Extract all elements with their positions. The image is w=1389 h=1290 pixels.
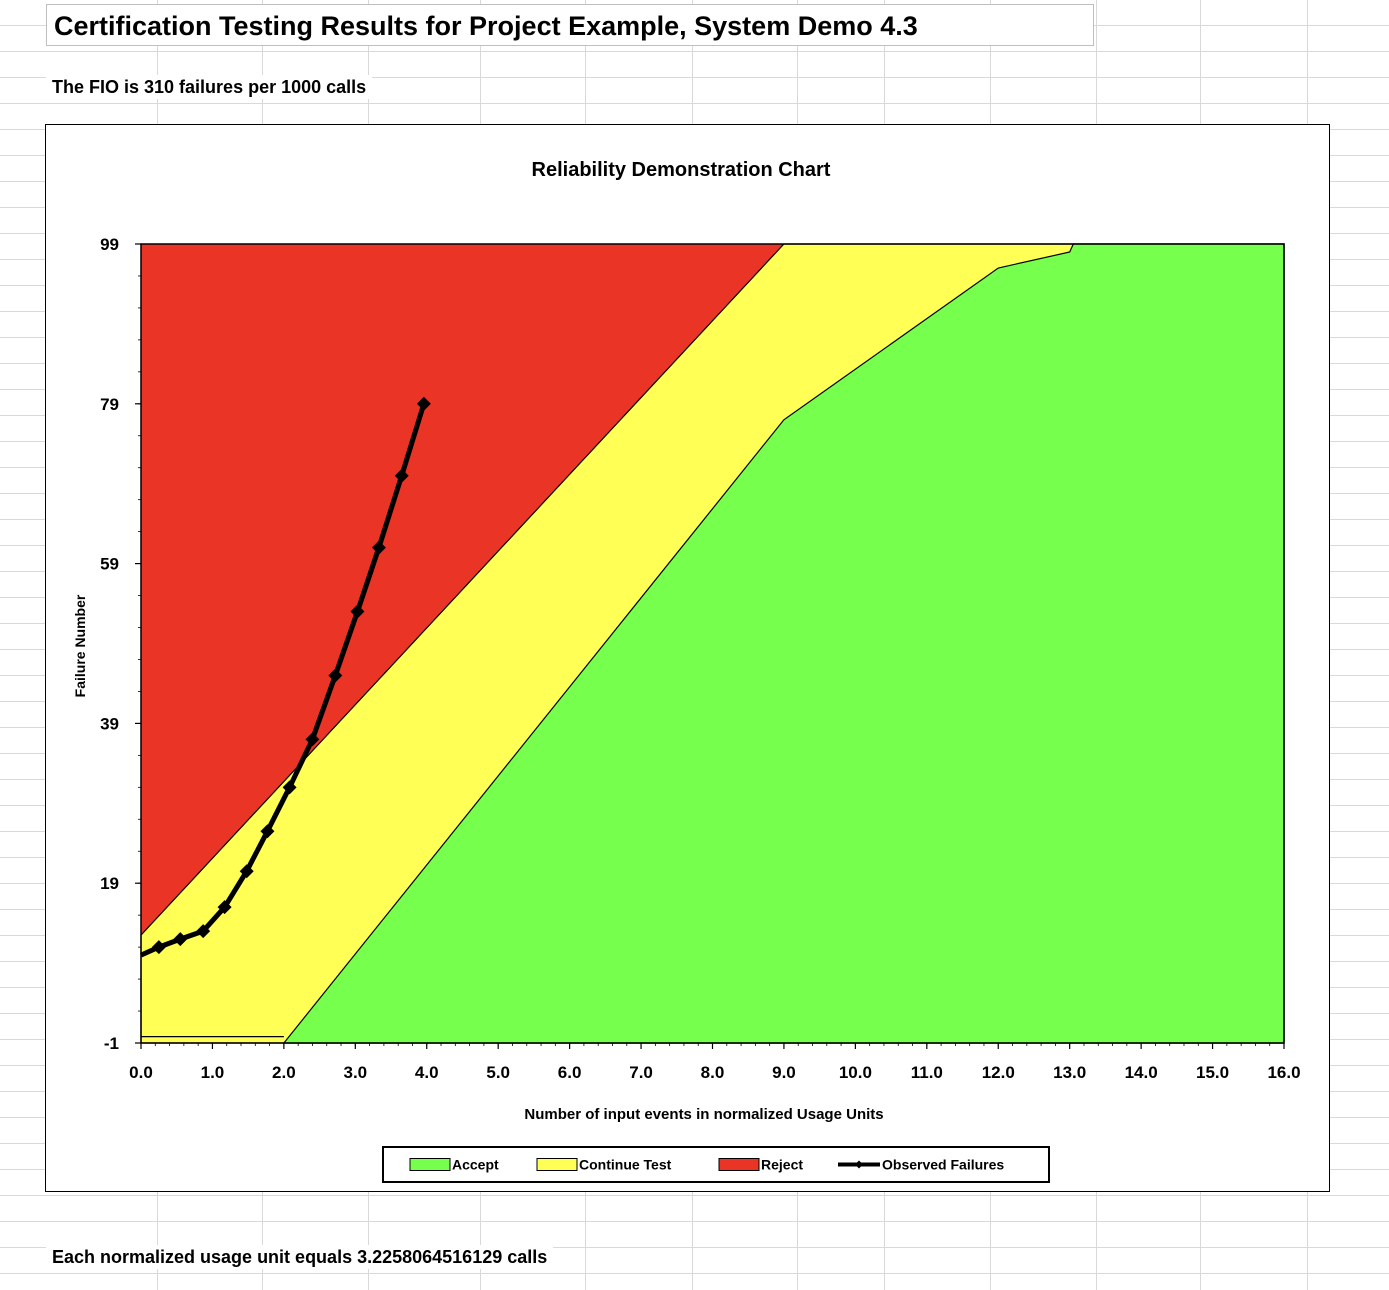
y-axis-label: Failure Number [72, 594, 88, 697]
sheet-title: Certification Testing Results for Projec… [46, 4, 1094, 46]
legend-box [382, 1146, 1050, 1183]
y-tick-label: 39 [100, 714, 119, 733]
x-axis-label: Number of input events in normalized Usa… [524, 1106, 883, 1123]
x-tick-label: 1.0 [201, 1063, 225, 1082]
observed-failure-point [239, 864, 254, 879]
observed-failure-point [151, 940, 166, 955]
observed-failure-point [196, 924, 211, 939]
legend-label: Continue Test [579, 1157, 672, 1173]
y-tick-label: -1 [104, 1034, 119, 1053]
observed-failure-point [305, 732, 320, 747]
legend: Accept Continue Test Reject Observed Failur… [382, 1146, 1050, 1183]
legend-swatch-marker [855, 1160, 863, 1169]
x-tick-label: 16.0 [1267, 1063, 1300, 1082]
legend-swatch [409, 1158, 451, 1171]
observed-failure-point [371, 540, 386, 555]
observed-failure-point [350, 604, 365, 619]
axes-layer: 0.0 1.0 2.0 3.0 4.0 5.0 6.0 7.0 8.0 9.0 10.0 11.0 12… [100, 235, 1300, 1082]
observed-failure-point [260, 824, 275, 839]
x-tick-label: 8.0 [701, 1063, 725, 1082]
observed-failure-point [394, 468, 409, 483]
y-tick-label: 59 [100, 555, 119, 574]
x-tick-label: 11.0 [911, 1063, 943, 1082]
observed-failure-point [217, 900, 232, 915]
legend-label: Reject [761, 1157, 803, 1173]
observed-failure-point [282, 780, 297, 795]
x-tick-label: 9.0 [772, 1063, 796, 1082]
y-tick-label: 99 [100, 235, 119, 254]
legend-swatch [536, 1158, 578, 1171]
legend-label: Accept [452, 1157, 499, 1173]
fio-text: The FIO is 310 failures per 1000 calls [46, 75, 373, 99]
y-tick-label: 79 [100, 395, 119, 414]
x-tick-label: 6.0 [558, 1063, 582, 1082]
x-tick-label: 0.0 [129, 1063, 153, 1082]
x-tick-label: 10.0 [839, 1063, 872, 1082]
x-tick-label: 7.0 [629, 1063, 653, 1082]
observed-failure-point [328, 668, 343, 683]
chart-title: Reliability Demonstration Chart [532, 159, 831, 181]
y-tick-label: 19 [100, 874, 119, 893]
x-tick-label: 12.0 [982, 1063, 1015, 1082]
x-tick-label: 5.0 [486, 1063, 510, 1082]
x-tick-label: 3.0 [343, 1063, 367, 1082]
legend-swatch [718, 1158, 760, 1171]
series-layer [139, 396, 431, 958]
x-tick-label: 15.0 [1196, 1063, 1229, 1082]
legend-label: Observed Failures [882, 1157, 1004, 1173]
x-tick-label: 2.0 [272, 1063, 296, 1082]
regions-layer [140, 243, 1285, 1044]
footer-text: Each normalized usage unit equals 3.2258… [46, 1245, 554, 1269]
x-tick-label: 14.0 [1125, 1063, 1158, 1082]
observed-failure-point [416, 396, 431, 411]
x-tick-label: 13.0 [1053, 1063, 1086, 1082]
observed-failure-point [173, 932, 188, 947]
x-tick-label: 4.0 [415, 1063, 439, 1082]
